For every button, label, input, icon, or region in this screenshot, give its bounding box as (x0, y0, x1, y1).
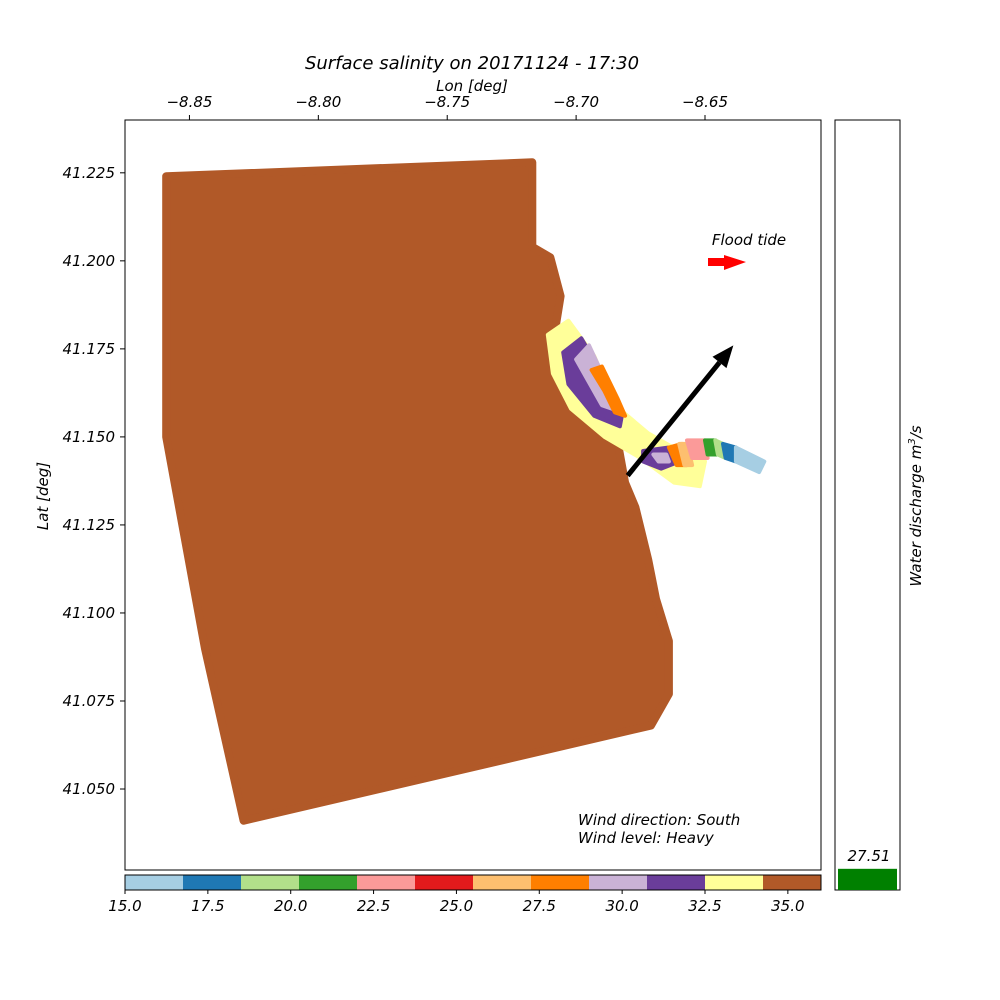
colorbar-swatch (357, 875, 416, 890)
colorbar-tick-label: 30.0 (605, 897, 638, 915)
colorbar-swatch (183, 875, 242, 890)
x-axis-ticks: −8.85 −8.80 −8.75 −8.70 −8.65 (166, 93, 728, 120)
colorbar-swatch (125, 875, 184, 890)
y-tick-label: 41.125 (63, 516, 116, 534)
wind-arrow-shaft (625, 360, 722, 478)
y-tick-label: 41.175 (63, 340, 116, 358)
discharge-value-label: 27.51 (848, 847, 891, 865)
colorbar-swatch (241, 875, 300, 890)
discharge-bar-group (838, 868, 897, 890)
colorbar-swatch (415, 875, 474, 890)
colorbar-tick-label: 27.5 (523, 897, 556, 915)
colorbar-tick-label: 20.0 (274, 897, 307, 915)
plume-band-23 (685, 438, 710, 460)
discharge-panel (834, 119, 901, 891)
wind-direction-text: Wind direction: South (578, 811, 740, 829)
plume-band-16 (733, 445, 767, 475)
plume-band-26-5 (677, 441, 695, 468)
y-tick-label: 41.200 (63, 252, 116, 270)
y-tick-label: 41.100 (63, 604, 116, 622)
wind-arrow-head-icon (712, 345, 734, 369)
x-tick-label: −8.75 (424, 93, 470, 111)
wind-level-text: Wind level: Heavy (578, 829, 715, 847)
y-axis-ticks: 41.050 41.075 41.100 41.125 41.150 41.175 41.2… (63, 164, 125, 798)
y-tick-label: 41.050 (63, 780, 116, 798)
plume-band-30 (651, 452, 671, 464)
plot-frame (124, 119, 822, 871)
x-tick-label: −8.80 (295, 93, 341, 111)
colorbar-swatch (705, 875, 764, 890)
colorbar-swatch (647, 875, 706, 890)
colorbar-tick-label: 22.5 (357, 897, 390, 915)
y-tick-label: 41.150 (63, 428, 116, 446)
y-tick-label: 41.075 (63, 692, 116, 710)
y-tick-label: 41.225 (63, 164, 116, 182)
colorbar-tick-label: 32.5 (688, 897, 721, 915)
ocean-domain-area (162, 158, 673, 825)
colorbar-swatch (299, 875, 358, 890)
discharge-axis-label: Water discharge m3/s (907, 425, 925, 586)
plume-band-28 (589, 364, 628, 418)
colorbar-swatch (531, 875, 590, 890)
x-axis-label: Lon [deg] (436, 77, 508, 95)
y-axis-label: Lat [deg] (34, 462, 52, 530)
colorbar-swatch (473, 875, 532, 890)
x-tick-label: −8.65 (682, 93, 728, 111)
colorbar-tick-label: 25.0 (440, 897, 473, 915)
colorbar: 15.0 17.5 20.0 22.5 25.0 27.5 30.0 32.5 35.0 (108, 874, 822, 915)
colorbar-swatch (589, 875, 648, 890)
colorbar-tick-label: 15.0 (108, 897, 141, 915)
colorbar-tick-label: 35.0 (771, 897, 804, 915)
annotation-layer (625, 345, 734, 478)
flood-tide-label: Flood tide (712, 231, 786, 249)
colorbar-swatch (763, 875, 822, 890)
colorbar-tick-label: 17.5 (191, 897, 224, 915)
x-tick-label: −8.70 (553, 93, 599, 111)
x-tick-label: −8.85 (166, 93, 212, 111)
colorbar-frame (124, 874, 822, 891)
discharge-bar (838, 868, 897, 890)
map-layer (162, 158, 767, 825)
flood-tide-arrow-icon (708, 255, 746, 270)
chart-title: Surface salinity on 20171124 - 17:30 (305, 53, 639, 74)
